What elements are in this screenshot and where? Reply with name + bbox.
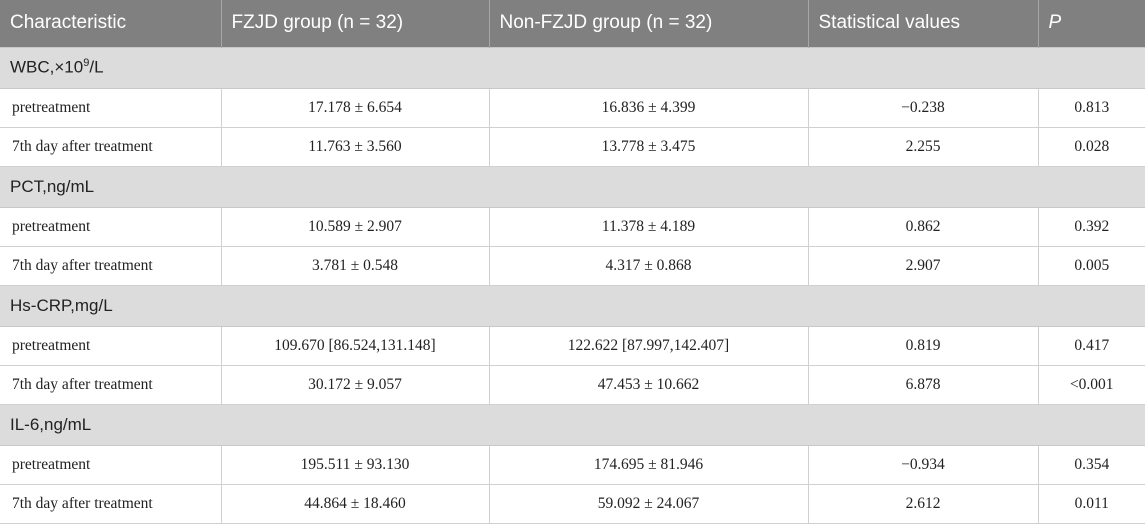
non-fzjd-value: 122.622 [87.997,142.407] — [489, 326, 809, 366]
group-title-superscript: 9 — [83, 57, 90, 70]
fzjd-value: 17.178 ± 6.654 — [221, 88, 490, 128]
fzjd-value: 3.781 ± 0.548 — [221, 246, 490, 286]
row-label: 7th day after treatment — [0, 246, 222, 286]
row-label: 7th day after treatment — [0, 484, 222, 524]
header-characteristic: Characteristic — [0, 0, 222, 47]
row-label: pretreatment — [0, 445, 222, 485]
p-value: <0.001 — [1038, 365, 1145, 405]
group-row-hs-crp: Hs-CRP,mg/L — [0, 284, 1145, 327]
group-title-text: WBC,×10 — [10, 57, 84, 77]
p-value: 0.028 — [1038, 127, 1145, 167]
header-row: Characteristic FZJD group (n = 32) Non-F… — [0, 0, 1145, 47]
p-value: 0.392 — [1038, 207, 1145, 247]
table-row: 7th day after treatment 44.864 ± 18.460 … — [0, 484, 1145, 524]
fzjd-value: 11.763 ± 3.560 — [221, 127, 490, 167]
non-fzjd-value: 4.317 ± 0.868 — [489, 246, 809, 286]
non-fzjd-value: 47.453 ± 10.662 — [489, 365, 809, 405]
table-row: 7th day after treatment 3.781 ± 0.548 4.… — [0, 246, 1145, 286]
row-label: pretreatment — [0, 326, 222, 366]
statistical-value: 0.819 — [808, 326, 1039, 366]
statistical-value: −0.934 — [808, 445, 1039, 485]
p-value: 0.005 — [1038, 246, 1145, 286]
p-value: 0.011 — [1038, 484, 1145, 524]
group-title: PCT,ng/mL — [0, 165, 1145, 208]
row-label: pretreatment — [0, 207, 222, 247]
fzjd-value: 30.172 ± 9.057 — [221, 365, 490, 405]
table-row: 7th day after treatment 30.172 ± 9.057 4… — [0, 365, 1145, 405]
header-p-value: P — [1038, 0, 1145, 47]
table-row: pretreatment 17.178 ± 6.654 16.836 ± 4.3… — [0, 88, 1145, 128]
group-title-suffix: /L — [89, 57, 104, 77]
p-value: 0.354 — [1038, 445, 1145, 485]
table-row: pretreatment 10.589 ± 2.907 11.378 ± 4.1… — [0, 207, 1145, 247]
group-title: IL-6,ng/mL — [0, 403, 1145, 446]
statistical-value: −0.238 — [808, 88, 1039, 128]
statistical-value: 2.907 — [808, 246, 1039, 286]
group-row-pct: PCT,ng/mL — [0, 165, 1145, 208]
row-label: 7th day after treatment — [0, 127, 222, 167]
header-non-fzjd-group: Non-FZJD group (n = 32) — [489, 0, 809, 47]
table-header: Characteristic FZJD group (n = 32) Non-F… — [0, 0, 1145, 47]
row-label: 7th day after treatment — [0, 365, 222, 405]
table-row: pretreatment 109.670 [86.524,131.148] 12… — [0, 326, 1145, 366]
table-row: 7th day after treatment 11.763 ± 3.560 1… — [0, 127, 1145, 167]
non-fzjd-value: 13.778 ± 3.475 — [489, 127, 809, 167]
table-row: pretreatment 195.511 ± 93.130 174.695 ± … — [0, 445, 1145, 485]
fzjd-value: 195.511 ± 93.130 — [221, 445, 490, 485]
header-statistical-values: Statistical values — [808, 0, 1039, 47]
group-row-il-6: IL-6,ng/mL — [0, 403, 1145, 446]
non-fzjd-value: 11.378 ± 4.189 — [489, 207, 809, 247]
fzjd-value: 44.864 ± 18.460 — [221, 484, 490, 524]
p-value: 0.417 — [1038, 326, 1145, 366]
fzjd-value: 109.670 [86.524,131.148] — [221, 326, 490, 366]
header-fzjd-group: FZJD group (n = 32) — [221, 0, 490, 47]
group-row-wbc: WBC,×109/L — [0, 46, 1145, 89]
non-fzjd-value: 59.092 ± 24.067 — [489, 484, 809, 524]
group-title: Hs-CRP,mg/L — [0, 284, 1145, 327]
group-title: WBC,×109/L — [0, 46, 1145, 89]
non-fzjd-value: 16.836 ± 4.399 — [489, 88, 809, 128]
statistical-value: 0.862 — [808, 207, 1039, 247]
statistical-value: 2.612 — [808, 484, 1039, 524]
row-label: pretreatment — [0, 88, 222, 128]
fzjd-value: 10.589 ± 2.907 — [221, 207, 490, 247]
p-value: 0.813 — [1038, 88, 1145, 128]
table-body: WBC,×109/L pretreatment 17.178 ± 6.654 1… — [0, 46, 1145, 524]
statistical-value: 6.878 — [808, 365, 1039, 405]
statistical-value: 2.255 — [808, 127, 1039, 167]
non-fzjd-value: 174.695 ± 81.946 — [489, 445, 809, 485]
